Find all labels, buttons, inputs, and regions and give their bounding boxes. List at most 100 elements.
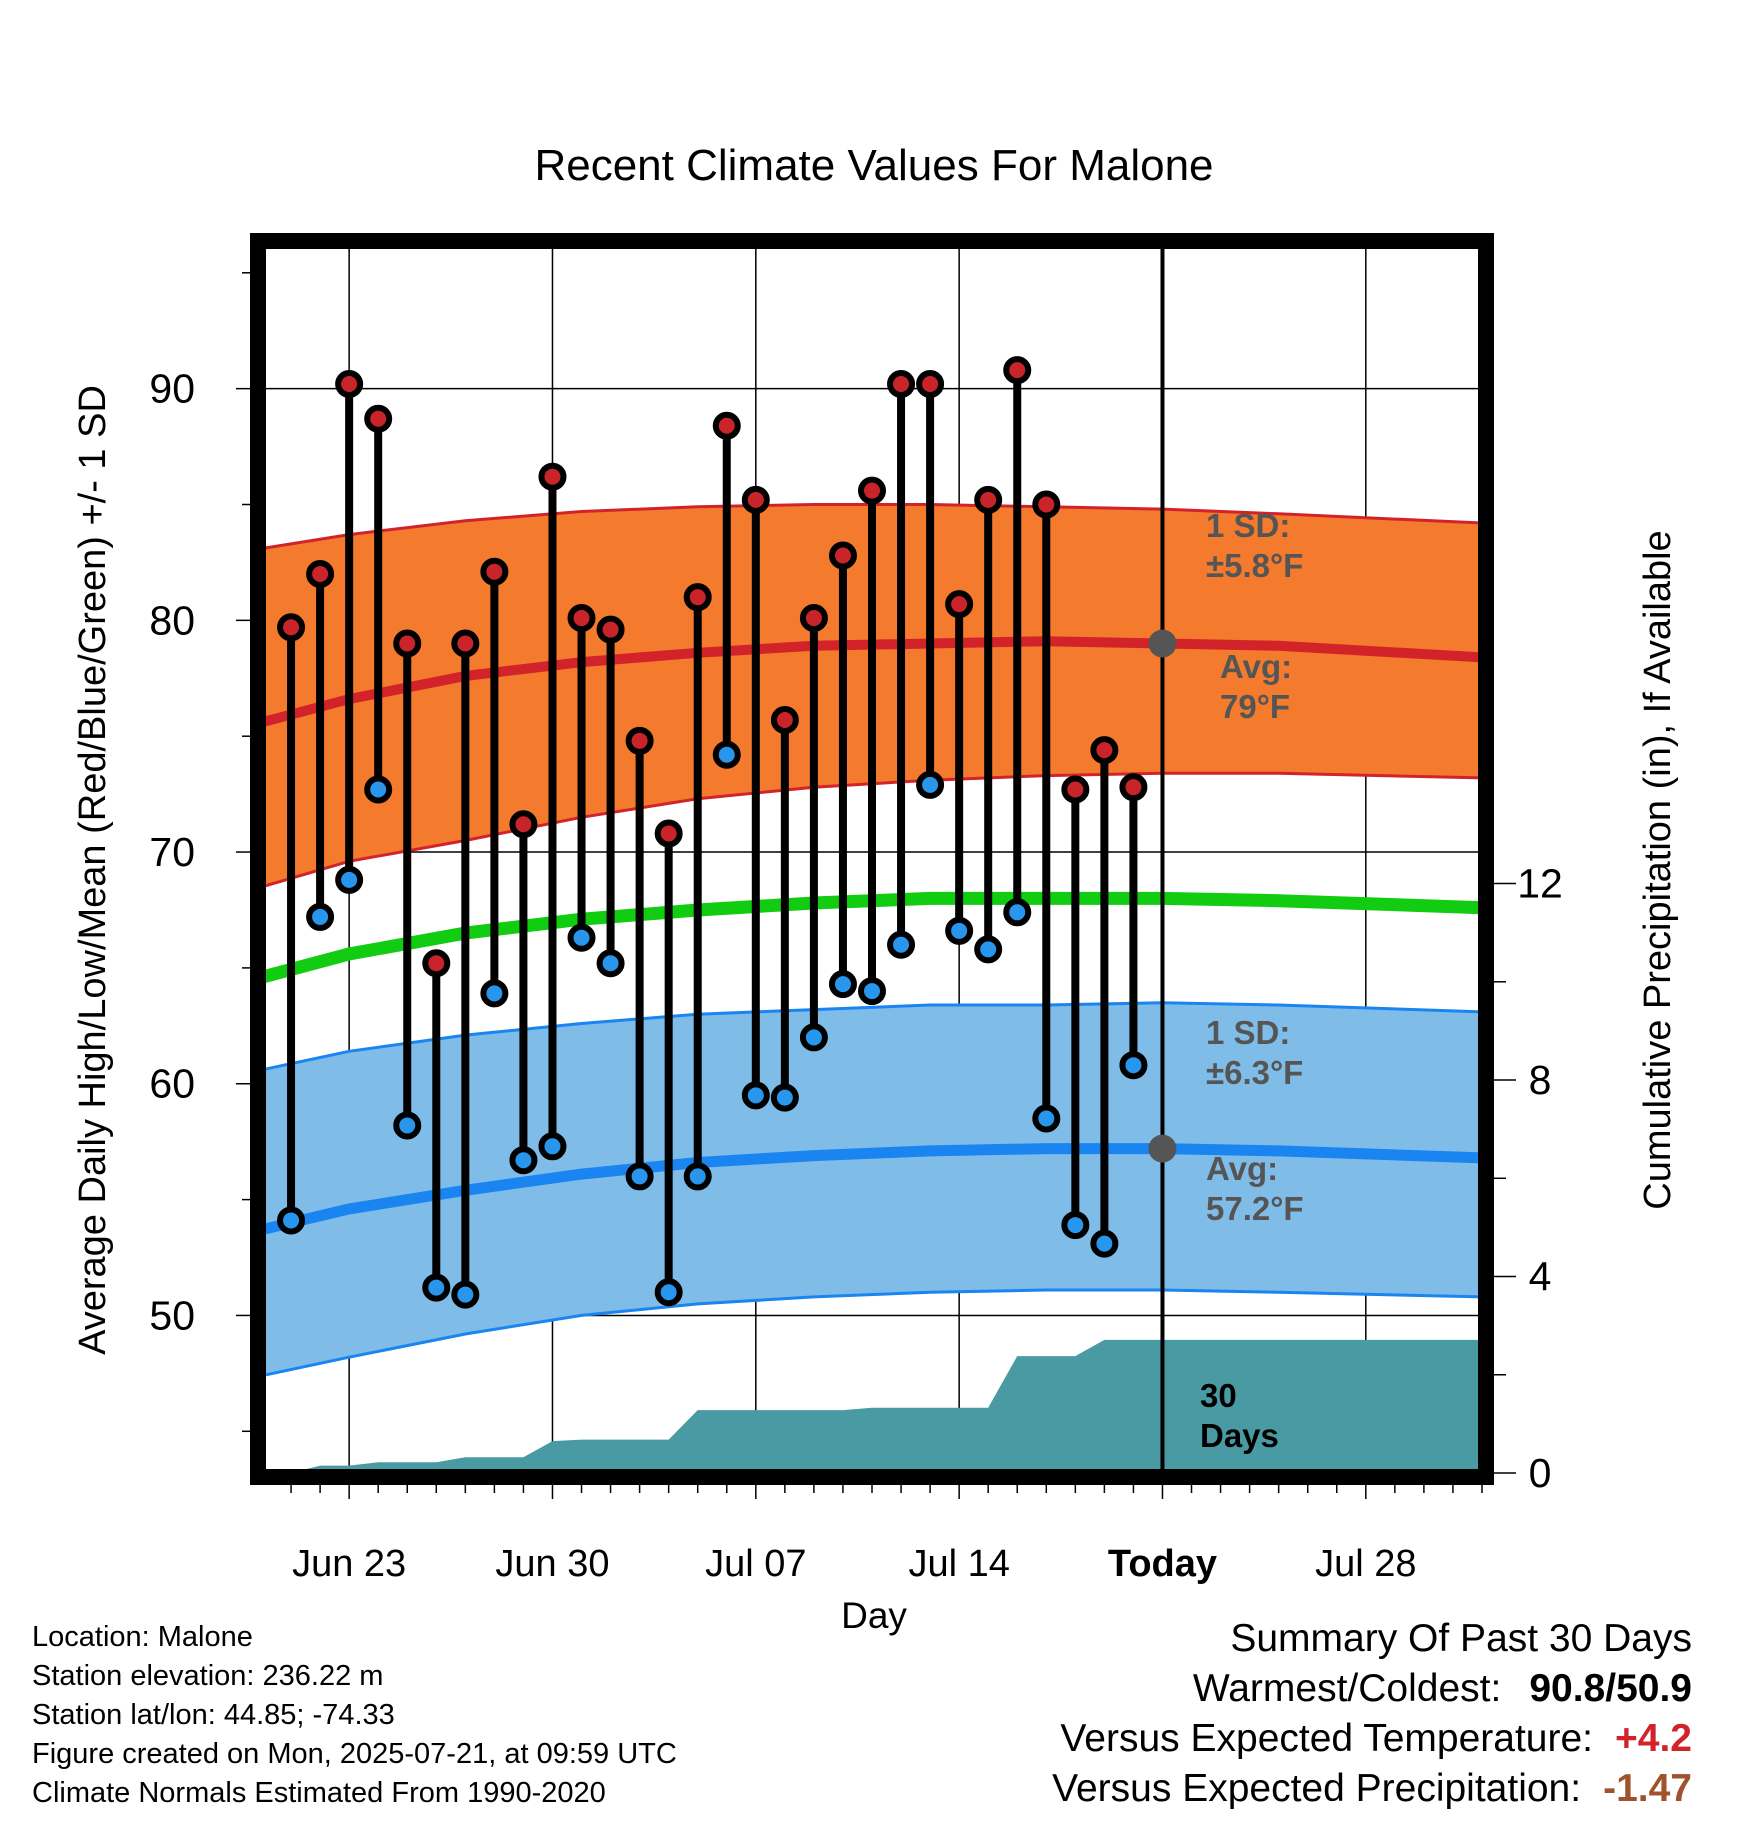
daily-low-marker [625, 1162, 654, 1191]
x-tick-label: Jun 30 [495, 1543, 609, 1585]
daily-low-marker [335, 865, 364, 894]
daily-low-marker [799, 1023, 828, 1052]
daily-low-marker [712, 740, 741, 769]
daily-low-marker [683, 1162, 712, 1191]
daily-high-marker [712, 411, 741, 440]
precip-diff-row: Versus Expected Precipitation: -1.47 [1052, 1764, 1692, 1814]
y-tick-label: 80 [149, 597, 195, 643]
cumulative-precip-area [262, 1339, 1482, 1473]
high-avg-annotation: Avg: 79°F [1220, 648, 1292, 725]
warm-cold-row: Warmest/Coldest: 90.8/50.9 [1052, 1664, 1692, 1714]
y-right-tick-label: 4 [1529, 1254, 1552, 1300]
temp-diff-value: +4.2 [1615, 1717, 1692, 1760]
chart-title: Recent Climate Values For Malone [534, 141, 1213, 190]
x-tick-label: Jul 28 [1315, 1543, 1416, 1585]
daily-high-marker [887, 370, 916, 399]
daily-low-marker [1003, 898, 1032, 927]
daily-low-marker [480, 979, 509, 1008]
daily-low-marker [422, 1273, 451, 1302]
y-tick-label: 90 [149, 366, 195, 412]
low-sd-lower-line [261, 1288, 1483, 1378]
summary-title: Summary Of Past 30 Days [1230, 1617, 1692, 1660]
summary-panel: Summary Of Past 30 Days Warmest/Coldest:… [1052, 1614, 1692, 1814]
location-text: Location: Malone [32, 1621, 253, 1653]
normals-text: Climate Normals Estimated From 1990-2020 [32, 1777, 606, 1809]
daily-low-marker [596, 949, 625, 978]
daily-low-marker [306, 902, 335, 931]
warm-cold-slash: / [1605, 1667, 1617, 1710]
latlon-text: Station lat/lon: 44.85; -74.33 [32, 1699, 395, 1731]
y-right-tick-label: 0 [1529, 1450, 1552, 1496]
daily-low-marker [1061, 1211, 1090, 1240]
daily-high-marker [567, 604, 596, 633]
y-axis-label: Average Daily High/Low/Mean (Red/Blue/Gr… [72, 385, 114, 1355]
daily-high-marker [451, 629, 480, 658]
daily-low-marker [654, 1278, 683, 1307]
warmest-value: 90.8 [1529, 1667, 1606, 1710]
x-tick-label: Jul 07 [705, 1543, 806, 1585]
daily-low-marker [945, 916, 974, 945]
daily-low-marker [1032, 1104, 1061, 1133]
daily-low-marker [887, 930, 916, 959]
daily-high-marker [393, 629, 422, 658]
y-right-tick-label: 12 [1517, 861, 1563, 907]
high-sd-annotation: 1 SD: ±5.8°F [1206, 507, 1303, 584]
avg-low-line [260, 1143, 1483, 1236]
daily-high-marker [799, 604, 828, 633]
daily-low-marker [364, 775, 393, 804]
daily-high-marker [625, 726, 654, 755]
daily-low-marker [916, 770, 945, 799]
created-text: Figure created on Mon, 2025-07-21, at 09… [32, 1738, 677, 1770]
x-axis-label: Day [841, 1595, 907, 1636]
daily-low-marker [538, 1132, 567, 1161]
plot-area: 1 SD: ±5.8°F Avg: 79°F 1 SD: ±6.3°F Avg: 57.2°F… [149, 233, 1563, 1585]
y-right-tick-label: 8 [1529, 1057, 1552, 1103]
precip-diff-value: -1.47 [1603, 1767, 1692, 1810]
daily-high-marker [538, 462, 567, 491]
low-avg-annotation: Avg: 57.2°F [1206, 1150, 1304, 1227]
daily-low-marker [567, 923, 596, 952]
daily-high-marker [480, 557, 509, 586]
period-annotation: 30 Days [1200, 1377, 1279, 1454]
daily-high-marker [828, 541, 857, 570]
y-tick-label: 70 [149, 829, 195, 875]
daily-high-marker [422, 949, 451, 978]
daily-high-marker [683, 583, 712, 612]
daily-low-marker [277, 1206, 306, 1235]
daily-high-marker [945, 590, 974, 619]
temp-diff-label: Versus Expected Temperature: [1060, 1717, 1593, 1760]
x-tick-label: Jun 23 [292, 1543, 406, 1585]
daily-high-marker [364, 404, 393, 433]
daily-high-marker [1119, 773, 1148, 802]
daily-high-marker [335, 370, 364, 399]
low-sd-band [262, 1002, 1482, 1376]
daily-high-marker [277, 613, 306, 642]
daily-low-marker [858, 977, 886, 1006]
daily-high-marker [1061, 775, 1090, 804]
daily-low-marker [451, 1280, 480, 1309]
daily-high-marker [1090, 736, 1119, 765]
daily-low-marker [393, 1111, 422, 1140]
daily-high-marker [306, 560, 335, 589]
daily-high-marker [509, 810, 538, 839]
daily-low-marker [509, 1146, 538, 1175]
y-tick-label: 60 [149, 1061, 195, 1107]
daily-low-marker [770, 1083, 799, 1112]
precip-diff-label: Versus Expected Precipitation: [1052, 1767, 1582, 1810]
plot-frame [250, 233, 1494, 1485]
daily-high-marker [596, 615, 625, 644]
daily-low-marker [974, 935, 1003, 964]
today-avg-high-marker [1148, 629, 1177, 658]
high-sd-upper-line [261, 503, 1483, 550]
daily-high-marker [1003, 356, 1032, 385]
y-axis-right-label: Cumulative Precipitation (in), If Availa… [1637, 530, 1679, 1209]
daily-high-marker [974, 485, 1003, 514]
low-sd-annotation: 1 SD: ±6.3°F [1206, 1014, 1303, 1091]
temp-diff-row: Versus Expected Temperature: +4.2 [1052, 1714, 1692, 1764]
daily-high-marker [916, 370, 945, 399]
x-tick-label: Jul 14 [908, 1543, 1009, 1585]
x-tick-label: Today [1108, 1543, 1217, 1585]
daily-low-marker [1090, 1229, 1119, 1258]
daily-low-marker [828, 970, 857, 999]
